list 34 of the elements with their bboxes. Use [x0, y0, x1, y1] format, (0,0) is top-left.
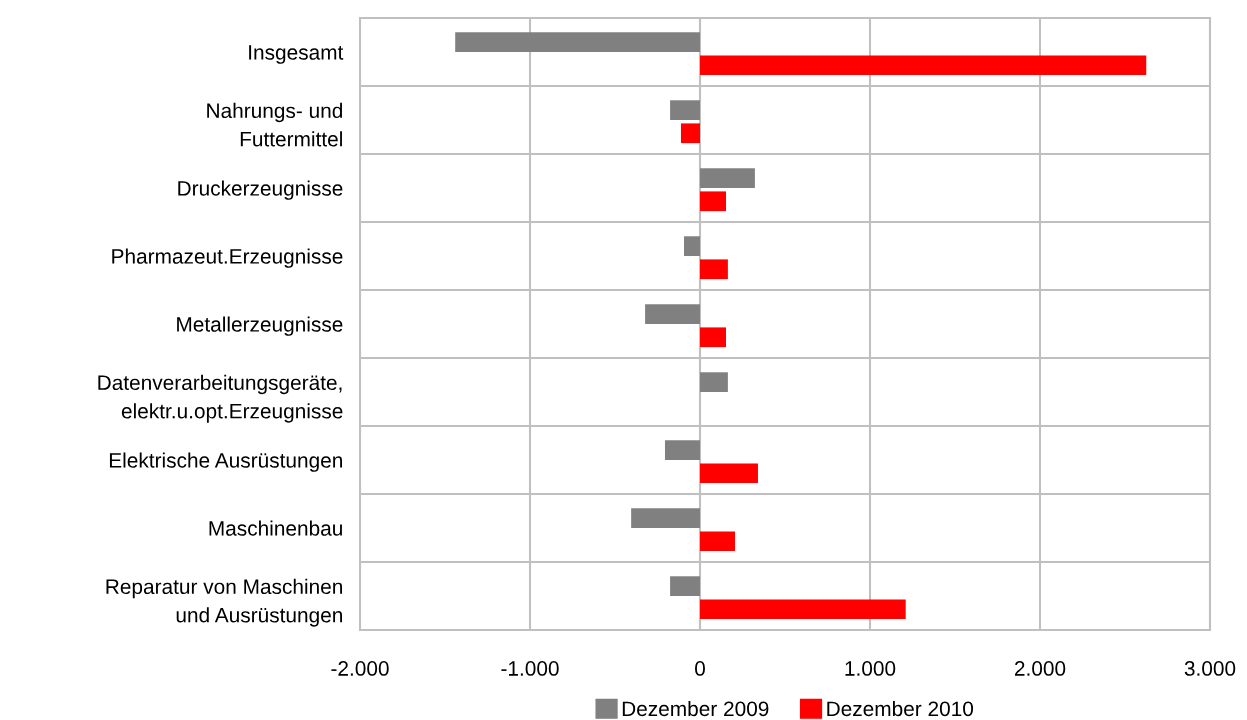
y-tick-label: Insgesamt [249, 45, 344, 64]
x-tick-label: 0 [695, 661, 705, 676]
bar [684, 236, 700, 256]
bar [700, 372, 728, 392]
y-tick-label: Datenverarbeitungsgeräte, elektr.u.opt.Erzeugnisse [98, 374, 343, 423]
bar [664, 440, 700, 460]
bar [670, 100, 700, 120]
y-tick-label: Metallerzeugnisse [177, 316, 343, 336]
bar [670, 576, 700, 596]
x-tick-label: 1.000 [845, 661, 896, 676]
y-tick-label: Nahrungs- und Futtermittel [207, 102, 342, 147]
bar [700, 531, 736, 552]
legend-label: Dezember 2009 [622, 700, 769, 717]
bar [631, 508, 700, 528]
bar [700, 327, 727, 348]
bar [700, 599, 906, 620]
bar [700, 259, 728, 280]
y-tick-label: Reparatur von Maschinen und Ausrüstungen [106, 578, 342, 627]
bar [455, 32, 700, 52]
y-tick-label: Pharmazeut.Erzeugnisse [112, 248, 343, 268]
x-tick-label: 3.000 [1184, 661, 1236, 676]
x-tick-label: -2.000 [331, 661, 389, 676]
bar [700, 463, 758, 484]
x-tick-label: -1.000 [501, 661, 559, 676]
y-tick-label: Elektrische Ausrüstungen [109, 452, 342, 472]
x-tick-label: 2.000 [1014, 661, 1066, 676]
y-tick-label: Maschinenbau [209, 520, 342, 536]
bar [700, 168, 755, 188]
bar [645, 304, 700, 324]
legend-label: Dezember 2010 [827, 700, 974, 717]
y-tick-label: Druckerzeugnisse [178, 180, 343, 200]
bar [700, 55, 1147, 76]
bar [680, 123, 700, 144]
bar [700, 191, 727, 212]
